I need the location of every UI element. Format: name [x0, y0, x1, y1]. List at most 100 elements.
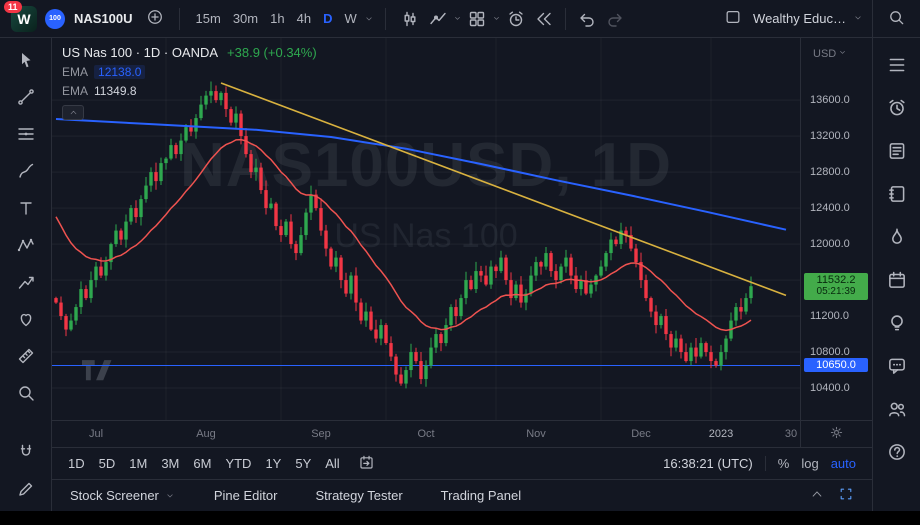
timeframe-30m[interactable]: 30m [232, 11, 259, 26]
emoji-tool[interactable] [9, 305, 43, 333]
price-tick: 10800.0 [810, 346, 850, 359]
chevron-up-icon [810, 487, 824, 504]
last-price-badge: 11532.2 05:21:39 [804, 273, 868, 301]
range-group: 1D 5D 1M 3M 6M YTD 1Y 5Y All [68, 456, 354, 471]
axis-corner [800, 420, 872, 447]
timeframe-15m[interactable]: 15m [195, 11, 221, 26]
range-5d[interactable]: 5D [98, 456, 116, 471]
range-5y[interactable]: 5Y [295, 456, 312, 471]
price-tick: 12000.0 [810, 238, 850, 251]
magnet-tool[interactable] [9, 438, 43, 466]
indicator-ema-2[interactable]: EMA 11349.8 [62, 84, 317, 98]
cursor-tool[interactable] [9, 46, 43, 74]
app-logo[interactable]: W [11, 5, 37, 32]
sidebar-chat-button[interactable] [884, 353, 910, 379]
range-all[interactable]: All [325, 456, 340, 471]
indicators-button-caret[interactable] [453, 14, 462, 23]
log-scale-button[interactable]: log [801, 456, 819, 471]
timeframe-w[interactable]: W [344, 11, 357, 26]
redo-button[interactable] [601, 5, 629, 33]
left-toolbar [0, 38, 52, 511]
forecast-tool[interactable] [9, 268, 43, 296]
timeframe-dropdown-caret[interactable] [364, 14, 374, 24]
chart-style-button[interactable] [396, 5, 424, 33]
create-alert-button[interactable] [502, 5, 530, 33]
sidebar-people-button[interactable] [884, 396, 910, 422]
symbol-description[interactable]: US Nas 100 · 1D · OANDA [62, 45, 219, 60]
auto-scale-button[interactable]: auto [830, 456, 856, 471]
tab-label: Stock Screener [70, 488, 159, 503]
sidebar-watchlist-button[interactable] [884, 52, 910, 78]
compare-add-icon[interactable] [141, 5, 169, 33]
chart-pane[interactable]: NAS100USD, 1D US Nas 100 US Nas 100 · 1D… [52, 38, 800, 420]
price-tick: 13200.0 [810, 130, 850, 143]
layout-select-button[interactable] [719, 5, 747, 33]
panel-fullscreen-button[interactable] [838, 486, 854, 505]
panel-collapse-button[interactable] [810, 487, 824, 504]
separator [764, 456, 766, 471]
time-tick: Oct [417, 428, 435, 440]
range-1m[interactable]: 1M [129, 456, 148, 471]
timeframe-4h[interactable]: 4h [296, 11, 312, 26]
trend-line-tool[interactable] [9, 83, 43, 111]
layout-grid-button[interactable] [463, 5, 491, 33]
quick-search-button[interactable] [873, 0, 920, 38]
caret-down-icon [838, 48, 847, 60]
text-tool[interactable] [9, 194, 43, 222]
range-1d[interactable]: 1D [68, 456, 85, 471]
chart-settings-button[interactable] [829, 425, 844, 443]
range-3m[interactable]: 3M [161, 456, 180, 471]
range-ytd[interactable]: YTD [225, 456, 252, 471]
sidebar-ideas-button[interactable] [884, 310, 910, 336]
tab-label: Pine Editor [213, 488, 278, 503]
price-tick: 12400.0 [810, 202, 850, 215]
undo-button[interactable] [573, 5, 601, 33]
app-menu[interactable]: W 11 [4, 0, 38, 33]
time-axis[interactable]: Jul Aug Sep Oct Nov Dec 2023 30 [52, 420, 800, 447]
zoom-tool[interactable] [9, 379, 43, 407]
chart-canvas[interactable] [52, 38, 800, 420]
sidebar-help-button[interactable] [884, 439, 910, 465]
chart-tools-group [396, 5, 629, 33]
bar-replay-button[interactable] [530, 5, 558, 33]
ruler-tool[interactable] [9, 342, 43, 370]
sidebar-news-button[interactable] [884, 138, 910, 164]
currency-selector[interactable]: USD [813, 48, 847, 60]
percent-scale-button[interactable]: % [777, 456, 790, 471]
indicator-label: EMA [62, 84, 89, 98]
time-tick: Sep [311, 428, 331, 440]
timeframe-group: 15m 30m 1h 4h D W [190, 8, 375, 29]
go-to-date-button[interactable] [358, 454, 375, 474]
range-1y[interactable]: 1Y [265, 456, 282, 471]
layout-name[interactable]: Wealthy Educ… [753, 11, 846, 26]
currency-label: USD [813, 48, 837, 60]
edit-tool[interactable] [9, 475, 43, 503]
layout-dropdown-caret[interactable] [853, 11, 863, 26]
time-tick: Aug [196, 428, 216, 440]
price-tick: 11200.0 [810, 310, 849, 323]
symbol-search-button[interactable]: NAS100U [74, 11, 133, 26]
indicators-button[interactable] [424, 5, 452, 33]
utc-clock[interactable]: 16:38:21 (UTC) [663, 456, 753, 471]
tab-dropdown-caret[interactable] [165, 491, 175, 501]
sidebar-alerts-button[interactable] [884, 95, 910, 121]
timeframe-1h[interactable]: 1h [270, 11, 285, 26]
tab-pine-editor[interactable]: Pine Editor [214, 488, 278, 503]
sidebar-hotlists-button[interactable] [884, 224, 910, 250]
plus-circle-icon [146, 8, 164, 29]
xabcd-pattern-tool[interactable] [9, 231, 43, 259]
tab-stock-screener[interactable]: Stock Screener [70, 488, 176, 503]
price-axis[interactable]: USD 11532.2 05:21:39 10650.0 13600.0 1320… [800, 38, 872, 420]
indicator-ema-1[interactable]: EMA 12138.0 [62, 65, 317, 79]
brush-tool[interactable] [9, 157, 43, 185]
layout-grid-button-caret[interactable] [492, 14, 501, 23]
timeframe-d[interactable]: D [323, 11, 333, 26]
legend-collapse-button[interactable] [62, 105, 84, 120]
fib-retracement-tool[interactable] [9, 120, 43, 148]
sidebar-notebook-button[interactable] [884, 181, 910, 207]
tab-strategy-tester[interactable]: Strategy Tester [315, 488, 402, 503]
tab-trading-panel[interactable]: Trading Panel [441, 488, 521, 503]
price-change: +38.9 (+0.34%) [227, 45, 317, 60]
sidebar-calendar-button[interactable] [884, 267, 910, 293]
range-6m[interactable]: 6M [193, 456, 212, 471]
